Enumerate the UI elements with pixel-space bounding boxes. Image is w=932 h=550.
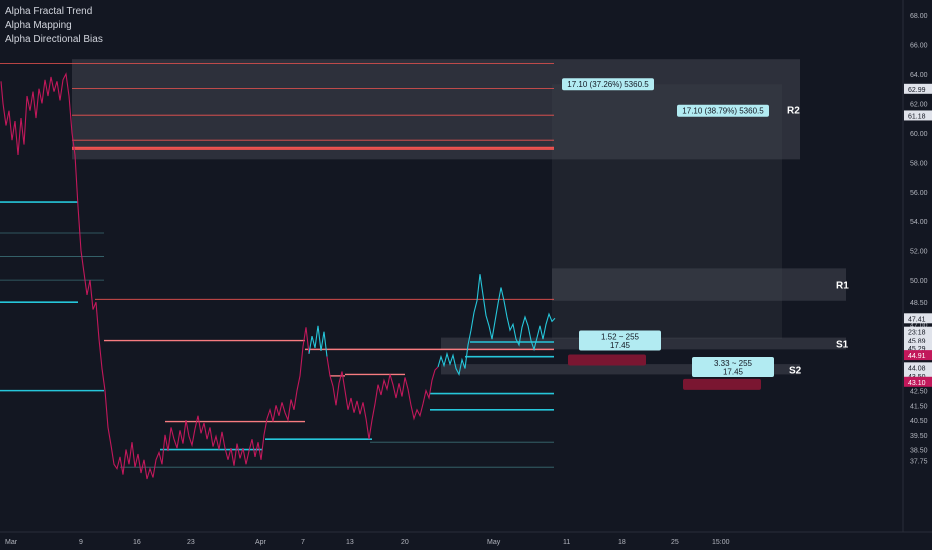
price-series-pink — [0, 72, 310, 480]
price-tag-label: 45.89 — [908, 339, 926, 346]
zone-label-r1: R1 — [836, 281, 849, 292]
x-tick-label: 20 — [401, 539, 409, 546]
price-tag-label: 43.10 — [908, 380, 926, 387]
y-tick-label: 58.00 — [910, 160, 928, 167]
zone-s2 — [441, 364, 800, 375]
indicator-legend: Alpha Fractal Trend Alpha Mapping Alpha … — [5, 5, 103, 47]
x-tick-label: 18 — [618, 539, 626, 546]
y-tick-label: 48.50 — [910, 300, 928, 307]
y-tick-label: 41.50 — [910, 403, 928, 410]
zone-r1 — [552, 268, 846, 301]
price-tag — [904, 335, 932, 346]
price-tag-label: 62.99 — [908, 87, 926, 94]
y-tick-label: 39.50 — [910, 433, 928, 440]
y-tick-label: 56.00 — [910, 190, 928, 197]
price-tag-label: 44.91 — [908, 353, 926, 360]
x-tick-label: May — [487, 539, 501, 546]
annotation-text: 1.52 ~ 255 — [601, 333, 640, 342]
price-tag — [904, 362, 932, 373]
price-tag-label: 47.41 — [908, 316, 926, 323]
price-tag-label: 23:18 — [908, 330, 926, 337]
projection-area — [552, 84, 782, 340]
x-tick-label: 13 — [346, 539, 354, 546]
y-tick-label: 68.00 — [910, 13, 928, 20]
y-tick-label: 38.50 — [910, 448, 928, 455]
price-tag-label: 44.08 — [908, 365, 926, 372]
price-tag — [904, 83, 932, 94]
price-series-cyan — [437, 274, 556, 377]
price-tag-label: 45.29 — [908, 346, 926, 353]
annotation-text: 17.10 (38.79%) 5360.5 — [682, 107, 764, 116]
price-tag — [904, 313, 932, 324]
price-tag — [904, 110, 932, 121]
y-tick-label: 50.00 — [910, 278, 928, 285]
price-series-pink — [326, 356, 439, 440]
zone-label-r2: R2 — [787, 105, 800, 116]
y-tick-label: 54.00 — [910, 219, 928, 226]
legend-item-fractal-trend[interactable]: Alpha Fractal Trend — [5, 6, 93, 17]
y-tick-label: 62.00 — [910, 101, 928, 108]
target-box-s2 — [683, 378, 761, 390]
y-tick-label: 64.00 — [910, 72, 928, 79]
x-tick-label: 7 — [301, 539, 305, 546]
price-tag — [904, 326, 932, 337]
price-tag — [904, 350, 932, 361]
y-tick-label: 47.00 — [910, 322, 928, 329]
legend-item-mapping[interactable]: Alpha Mapping — [5, 20, 72, 31]
y-tick-label: 66.00 — [910, 42, 928, 49]
y-tick-label: 60.00 — [910, 131, 928, 138]
y-tick-label: 37.75 — [910, 459, 928, 466]
annotation-box — [579, 330, 661, 351]
annotation-box — [677, 104, 769, 117]
legend-item-directional-bias[interactable]: Alpha Directional Bias — [5, 34, 103, 45]
y-tick-label: 42.50 — [910, 389, 928, 396]
price-tag — [904, 370, 932, 381]
price-tag — [904, 376, 932, 387]
annotation-box — [562, 78, 654, 91]
x-tick-label: Apr — [255, 539, 267, 546]
price-series-cyan — [308, 325, 328, 357]
zone-label-s1: S1 — [836, 339, 849, 350]
annotation-text: 17.10 (37.26%) 5360.5 — [567, 80, 649, 89]
zone-label-s2: S2 — [789, 365, 802, 376]
annotation-subtext: 17.45 — [723, 368, 744, 377]
price-tag — [904, 342, 932, 353]
annotation-text: 3.33 ~ 255 — [714, 359, 753, 368]
x-tick-label: 25 — [671, 539, 679, 546]
x-tick-label: 9 — [79, 539, 83, 546]
x-tick-label: 16 — [133, 539, 141, 546]
annotation-subtext: 17.45 — [610, 341, 631, 350]
x-tick-label: 23 — [187, 539, 195, 546]
x-tick-label: Mar — [5, 539, 18, 546]
price-tag-label: 61.18 — [908, 113, 926, 120]
annotation-box — [692, 357, 774, 378]
y-tick-label: 52.00 — [910, 249, 928, 256]
target-box-s1 — [568, 354, 646, 366]
y-tick-label: 40.50 — [910, 418, 928, 425]
x-tick-label: 11 — [563, 539, 570, 546]
x-tick-label: 15:00 — [712, 539, 730, 546]
